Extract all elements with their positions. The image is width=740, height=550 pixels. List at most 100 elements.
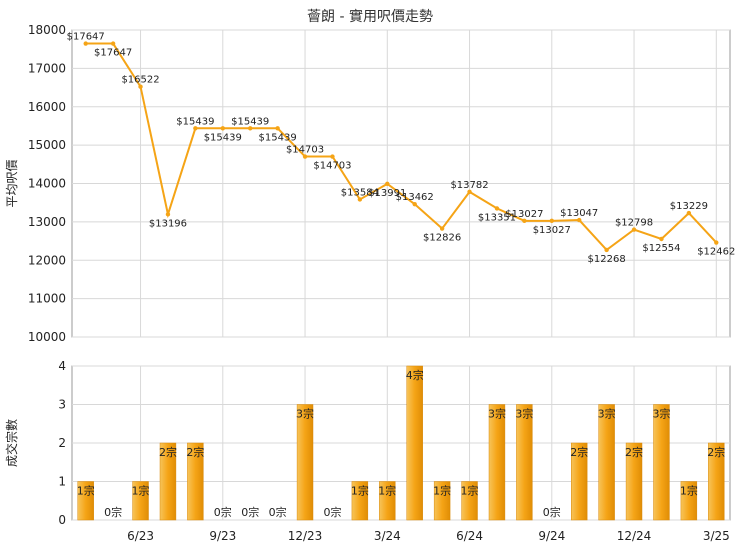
count-bar: [680, 481, 698, 521]
count-data-label: 0宗: [214, 505, 232, 519]
count-bar: [708, 442, 725, 521]
count-bar: [625, 442, 643, 521]
price-point: [714, 240, 719, 245]
price-data-label: $13991: [368, 188, 406, 199]
count-panel-y-tick: 0: [58, 513, 66, 527]
count-data-label: 0宗: [104, 505, 122, 519]
price-line: [85, 42, 718, 252]
price-point: [110, 41, 116, 46]
count-bar: [516, 404, 533, 521]
count-bar: [187, 442, 204, 521]
x-tick-label: 3/25: [703, 529, 730, 543]
count-data-label: 2宗: [570, 445, 588, 459]
price-point: [659, 236, 664, 242]
count-data-label: 3宗: [598, 407, 616, 421]
price-data-label: $16522: [121, 75, 159, 86]
price-y-axis-label: 平均呎價: [5, 159, 19, 207]
price-point: [604, 247, 609, 253]
count-data-label: 0宗: [241, 505, 259, 519]
price-point: [577, 217, 582, 223]
count-data-label: 3宗: [515, 407, 533, 421]
price-panel-y-tick: 17000: [28, 61, 66, 75]
count-panel-y-tick: 4: [58, 359, 66, 373]
count-bar: [77, 481, 94, 521]
price-data-label: $15439: [176, 116, 214, 127]
count-data-label: 2宗: [186, 445, 204, 459]
count-data-label: 3宗: [652, 407, 670, 421]
price-panel-y-tick: 11000: [28, 292, 66, 306]
price-data-label: $13229: [670, 201, 708, 212]
price-point: [248, 126, 253, 131]
price-panel-y-tick: 16000: [28, 100, 66, 114]
count-bar: [488, 404, 506, 521]
price-panel-y-tick: 18000: [28, 23, 66, 37]
price-data-label: $17647: [67, 32, 105, 43]
price-point: [357, 197, 363, 202]
price-panel-y-tick: 14000: [28, 177, 66, 191]
count-panel-y-tick: 1: [58, 475, 66, 489]
price-point: [522, 218, 527, 224]
price-point: [631, 227, 637, 232]
price-data-label: $15439: [259, 132, 297, 143]
count-data-label: 0宗: [323, 505, 341, 519]
x-tick-label: 6/23: [127, 529, 154, 543]
price-point: [165, 212, 171, 217]
price-point: [302, 154, 308, 159]
price-data-label: $12798: [615, 218, 653, 229]
count-bar: [379, 481, 396, 521]
count-data-label: 1宗: [132, 484, 150, 498]
price-panel-y-tick: 15000: [28, 138, 66, 152]
price-point: [330, 154, 335, 159]
price-data-label: $13462: [396, 192, 434, 203]
price-data-label: $13584: [341, 187, 379, 198]
count-bar: [598, 404, 615, 521]
price-data-label: $17647: [94, 48, 132, 59]
count-y-axis-label: 成交宗數: [4, 419, 19, 467]
x-tick-label: 12/23: [288, 529, 323, 543]
price-point: [686, 210, 692, 216]
count-data-label: 1宗: [378, 484, 396, 498]
price-point: [385, 181, 390, 187]
price-point: [549, 218, 554, 224]
price-data-label: $12462: [697, 247, 735, 258]
count-data-label: 1宗: [433, 484, 451, 498]
price-panel-y-tick: 13000: [28, 215, 66, 229]
count-data-label: 1宗: [77, 484, 95, 498]
price-data-label: $14703: [286, 145, 324, 156]
count-bar: [296, 404, 314, 521]
price-data-label: $12554: [642, 243, 680, 254]
count-data-label: 0宗: [269, 505, 287, 519]
price-data-label: $12826: [423, 233, 461, 244]
count-data-label: 0宗: [543, 505, 561, 519]
chart-title: 薈朗 - 實用呎價走勢: [307, 9, 433, 25]
price-data-label: $12268: [588, 254, 626, 265]
x-tick-label: 3/24: [374, 529, 401, 543]
x-tick-label: 12/24: [617, 529, 652, 543]
count-bar: [653, 404, 670, 521]
x-tick-label: 9/24: [538, 529, 565, 543]
price-point: [193, 126, 198, 131]
count-data-label: 2宗: [707, 445, 725, 459]
count-data-label: 1宗: [351, 484, 369, 498]
price-point: [83, 41, 88, 46]
price-point: [138, 84, 143, 89]
price-point: [275, 126, 280, 131]
count-data-label: 3宗: [488, 407, 506, 421]
count-panel-y-tick: 3: [58, 398, 66, 412]
price-data-label: $15439: [204, 132, 242, 143]
price-data-label: $15439: [231, 116, 269, 127]
price-point: [494, 206, 500, 211]
price-data-label: $13027: [533, 225, 571, 236]
price-point: [467, 189, 472, 195]
price-point: [220, 126, 225, 131]
count-data-label: 1宗: [680, 484, 698, 498]
count-data-label: 2宗: [625, 445, 643, 459]
count-bar: [351, 481, 369, 521]
count-bar: [159, 442, 177, 521]
price-point: [412, 201, 417, 207]
price-data-label: $13782: [450, 180, 488, 191]
count-bar: [406, 365, 423, 521]
x-tick-label: 9/23: [209, 529, 236, 543]
price-panel-y-tick: 10000: [28, 330, 66, 344]
